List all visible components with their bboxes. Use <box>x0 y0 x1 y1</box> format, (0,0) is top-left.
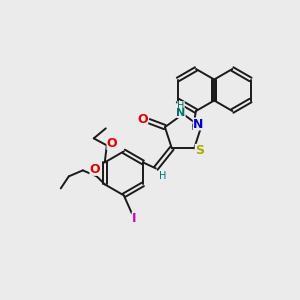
Text: O: O <box>89 163 100 176</box>
Text: N: N <box>193 118 203 130</box>
Text: H: H <box>159 171 166 182</box>
Text: O: O <box>138 112 148 126</box>
Text: N: N <box>176 108 186 118</box>
Text: I: I <box>132 212 136 225</box>
Text: O: O <box>106 137 117 150</box>
Text: H: H <box>177 101 185 111</box>
Text: S: S <box>195 144 204 157</box>
